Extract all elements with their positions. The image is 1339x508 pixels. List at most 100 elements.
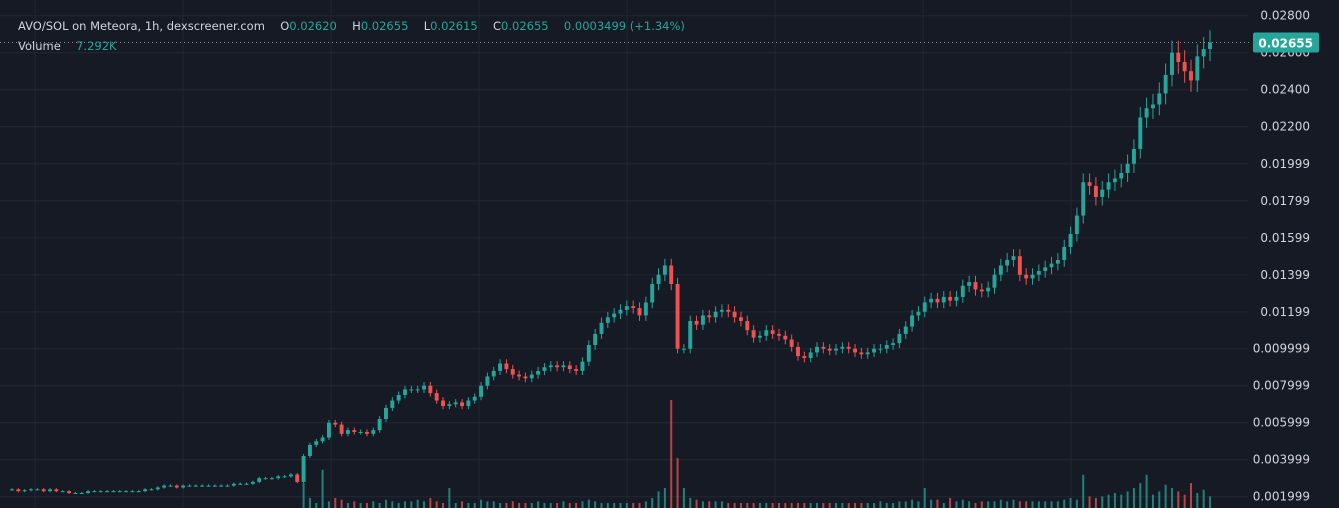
grid-lines [0,0,1248,508]
candle-body [694,320,699,325]
volume-bar [803,503,806,508]
candle-body [460,402,465,407]
candle-body [1005,259,1010,266]
candle-body [846,346,851,349]
volume-bar [854,503,857,508]
candle-body [529,374,534,379]
candle-body [840,346,845,349]
volume-bar [733,503,736,508]
y-tick-label: 0.001999 [1253,490,1310,504]
volume-bar [727,503,730,508]
candle-body [973,282,978,290]
candle-body [992,274,997,288]
volume-bar [625,503,628,508]
volume-bar [518,503,521,508]
candle-body [54,489,59,492]
candle-body [827,348,832,351]
volume-bar [892,503,895,508]
volume-bar [372,501,375,508]
volume-bar [568,503,571,508]
volume-bar [1069,498,1072,508]
candle-body [1011,256,1016,260]
candle-body [662,265,667,275]
volume-bar [771,503,774,508]
volume-bar [1037,501,1040,508]
y-tick-label: 0.02800 [1260,9,1310,23]
volume-bar [714,501,717,508]
volume-bar [739,503,742,508]
volume-bar [790,503,793,508]
low-value: 0.02615 [430,19,478,33]
volume-bar [492,501,495,508]
candle-body [637,308,642,316]
candle-body [796,346,800,357]
candle-body [757,335,762,338]
price-axis[interactable]: 0.028000.026000.024000.022000.019990.017… [1253,9,1310,504]
candle-body [136,491,141,493]
volume-bar [1082,474,1085,508]
candle-body [130,491,135,493]
volume-bar [556,503,559,508]
volume-bar [816,503,819,508]
volume-bar [524,503,527,508]
open-label: O [280,19,290,33]
candle-body [162,485,167,488]
candle-body [143,489,148,492]
volume-bar [974,503,977,508]
volume-bar [1101,496,1104,508]
chart-legend: AVO/SOL on Meteora, 1h, dexscreener.com … [18,16,685,56]
candle-body [1055,259,1060,264]
volume-bar [993,501,996,508]
volume-bar [587,499,590,508]
volume-bar [765,503,768,508]
volume-bar [758,503,761,508]
volume-bar [1183,494,1186,508]
candle-body [878,348,883,350]
candle-body [631,306,636,309]
volume-bar [340,499,343,508]
volume-bar [1189,483,1192,508]
volume-bar [619,503,622,508]
candle-body [339,424,344,434]
volume-bar [442,503,445,508]
candle-body [1176,52,1181,62]
candle-body [1144,108,1149,118]
candle-body [384,407,388,420]
candle-body [675,283,680,349]
candle-body [764,330,769,336]
candle-body [105,491,110,493]
volume-bar [1145,474,1148,508]
volume-bar [651,498,654,508]
volume-bar [1025,501,1028,508]
volume-bar [1164,484,1167,508]
candle-body [320,437,325,442]
candle-body [1081,182,1086,216]
candle-body [542,367,547,371]
candle-body [1119,172,1124,179]
candle-body [212,485,217,487]
candle-body [789,339,794,347]
volume-bar [911,499,914,508]
volume-bar [930,499,933,508]
candle-body [257,478,262,482]
volume-bar [581,501,584,508]
candle-body [288,474,293,477]
candle-body [681,348,686,350]
volume-bar [632,503,635,508]
candle-body [510,369,515,375]
volume-bar [1088,496,1091,508]
candle-body [650,283,655,303]
candle-body [29,489,33,491]
volume-bar [613,503,616,508]
volume-bar [1177,491,1180,508]
volume-bar [359,503,362,508]
volume-bar [828,503,831,508]
high-label: H [352,19,361,33]
volume-bar [543,503,546,508]
volume-bar [454,503,457,508]
candle-body [1049,263,1054,268]
candle-body [504,363,509,370]
candle-body [1106,182,1111,190]
